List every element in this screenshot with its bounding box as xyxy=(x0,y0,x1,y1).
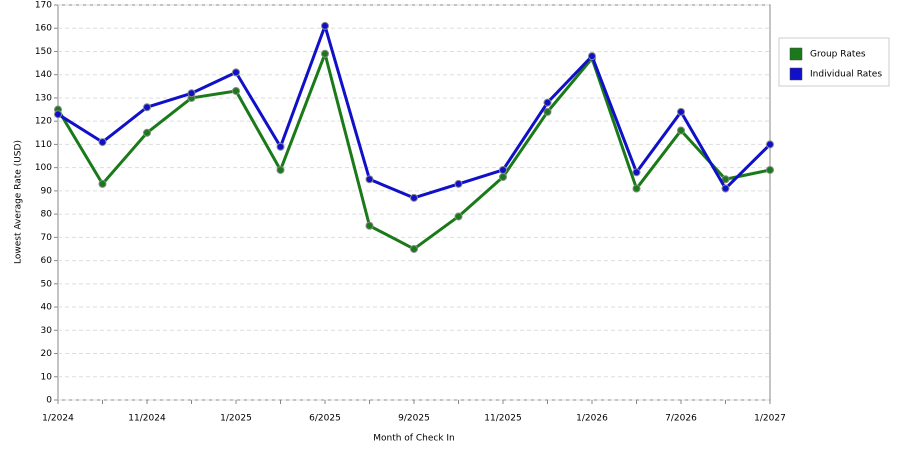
legend-swatch xyxy=(789,47,803,61)
plot-frame xyxy=(57,4,771,401)
y-tick-label: 170 xyxy=(35,1,52,11)
point xyxy=(588,52,596,61)
y-axis-label: Lowest Average Rate (USD) xyxy=(14,140,24,264)
x-tick-label: 1/2026 xyxy=(576,414,608,424)
x-tick-label: 1/2027 xyxy=(754,414,786,424)
point xyxy=(766,165,774,174)
y-tick-label: 60 xyxy=(41,256,53,266)
y-tick-label: 150 xyxy=(35,47,52,57)
y-tick-label: 160 xyxy=(35,24,52,34)
y-tick-label: 0 xyxy=(46,396,52,406)
x-tick-label: 1/2024 xyxy=(42,414,74,424)
y-tick-label: 120 xyxy=(35,117,52,127)
point xyxy=(766,140,774,149)
point xyxy=(232,68,240,77)
point xyxy=(232,86,240,95)
point xyxy=(98,138,107,147)
point xyxy=(143,103,151,112)
point xyxy=(54,110,62,119)
point xyxy=(365,221,374,230)
point xyxy=(276,142,285,151)
y-tick-label: 130 xyxy=(35,93,52,103)
y-tick-label: 10 xyxy=(41,372,53,382)
point xyxy=(454,179,463,188)
point xyxy=(632,168,641,177)
point xyxy=(410,244,418,253)
point xyxy=(276,165,285,174)
point xyxy=(321,21,329,30)
y-tick-label: 110 xyxy=(35,140,52,150)
series-line xyxy=(56,52,771,251)
point xyxy=(677,126,685,135)
x-tick-label: 7/2026 xyxy=(665,414,697,424)
y-tick-label: 30 xyxy=(41,326,53,336)
point xyxy=(321,49,329,58)
point xyxy=(143,128,151,137)
point xyxy=(187,89,196,98)
y-tick-label: 140 xyxy=(35,70,52,80)
point xyxy=(98,179,107,188)
y-tick-label: 40 xyxy=(41,303,53,313)
x-tick-label: 11/2025 xyxy=(484,414,521,424)
y-tick-label: 70 xyxy=(41,233,53,243)
y-tick-label: 50 xyxy=(41,279,53,289)
point xyxy=(632,184,641,193)
y-tick-label: 100 xyxy=(35,163,52,173)
point xyxy=(499,172,507,181)
legend-label: Group Rates xyxy=(810,50,866,60)
x-tick-label: 11/2024 xyxy=(128,414,166,424)
legend-swatch xyxy=(789,67,803,81)
point xyxy=(677,107,685,116)
point xyxy=(454,212,463,221)
point xyxy=(543,107,552,116)
point xyxy=(365,175,374,184)
x-tick-label: 1/2025 xyxy=(220,414,252,424)
y-tick-label: 80 xyxy=(41,210,53,220)
point xyxy=(410,193,418,202)
legend-label: Individual Rates xyxy=(810,70,882,80)
x-tick-label: 9/2025 xyxy=(398,414,430,424)
point xyxy=(721,175,730,184)
point xyxy=(721,184,730,193)
point xyxy=(499,165,507,174)
point xyxy=(543,98,552,107)
y-tick-label: 20 xyxy=(41,349,53,359)
x-axis-label: Month of Check In xyxy=(373,434,455,444)
y-tick-label: 90 xyxy=(41,186,53,196)
x-tick-label: 6/2025 xyxy=(309,414,341,424)
